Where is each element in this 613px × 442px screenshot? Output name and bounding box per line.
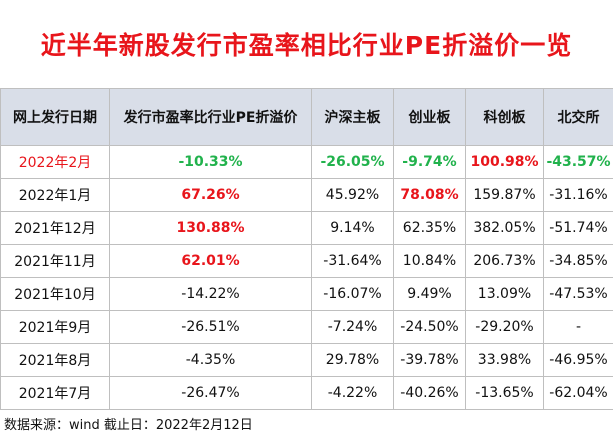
cell-main-board: -26.05%: [311, 145, 394, 179]
cell-date: 2021年12月: [0, 211, 110, 245]
header-bse: 北交所: [543, 88, 613, 146]
cell-chinext: -9.74%: [393, 145, 466, 179]
cell-date: 2021年10月: [0, 277, 110, 311]
cell-main-board: -7.24%: [311, 310, 394, 344]
cell-main-board: -4.22%: [311, 376, 394, 410]
cell-pe-premium: 67.26%: [109, 178, 312, 212]
cell-bse: -31.16%: [543, 178, 613, 212]
cell-date: 2022年1月: [0, 178, 110, 212]
cell-main-board: -31.64%: [311, 244, 394, 278]
header-date: 网上发行日期: [0, 88, 110, 146]
cell-pe-premium: -26.51%: [109, 310, 312, 344]
cell-main-board: 29.78%: [311, 343, 394, 377]
cell-chinext: 78.08%: [393, 178, 466, 212]
cell-chinext: -24.50%: [393, 310, 466, 344]
cell-bse: -43.57%: [543, 145, 613, 179]
cell-pe-premium: 130.88%: [109, 211, 312, 245]
table-title: 近半年新股发行市盈率相比行业PE折溢价一览: [0, 0, 613, 88]
cell-chinext: 9.49%: [393, 277, 466, 311]
table-row: 2021年12月 130.88% 9.14% 62.35% 382.05% -51.74%: [0, 211, 613, 245]
cell-chinext: 62.35%: [393, 211, 466, 245]
cell-pe-premium: -10.33%: [109, 145, 312, 179]
cell-star-market: -13.65%: [465, 376, 544, 410]
header-star-market: 科创板: [465, 88, 544, 146]
pe-premium-table: 网上发行日期 发行市盈率比行业PE折溢价 沪深主板 创业板 科创板 北交所 20…: [0, 88, 613, 410]
cell-star-market: 100.98%: [465, 145, 544, 179]
header-main-board: 沪深主板: [311, 88, 394, 146]
cell-chinext: 10.84%: [393, 244, 466, 278]
cell-pe-premium: 62.01%: [109, 244, 312, 278]
cell-star-market: -29.20%: [465, 310, 544, 344]
cell-star-market: 206.73%: [465, 244, 544, 278]
header-row: 网上发行日期 发行市盈率比行业PE折溢价 沪深主板 创业板 科创板 北交所: [0, 88, 613, 146]
cell-chinext: -40.26%: [393, 376, 466, 410]
table-row: 2021年10月 -14.22% -16.07% 9.49% 13.09% -47.53%: [0, 277, 613, 311]
cell-date: 2021年8月: [0, 343, 110, 377]
table-row: 2022年1月 67.26% 45.92% 78.08% 159.87% -31.16%: [0, 178, 613, 212]
cell-date: 2021年11月: [0, 244, 110, 278]
cell-bse: -34.85%: [543, 244, 613, 278]
table-row: 2021年9月 -26.51% -7.24% -24.50% -29.20% -: [0, 310, 613, 344]
cell-chinext: -39.78%: [393, 343, 466, 377]
table-row: 2021年7月 -26.47% -4.22% -40.26% -13.65% -62.04…: [0, 376, 613, 410]
cell-star-market: 159.87%: [465, 178, 544, 212]
data-source-note: 数据来源：wind 截止日：2022年2月12日: [4, 418, 253, 433]
cell-bse: -: [543, 310, 613, 344]
cell-star-market: 13.09%: [465, 277, 544, 311]
cell-bse: -62.04%: [543, 376, 613, 410]
cell-date: 2022年2月: [0, 145, 110, 179]
cell-star-market: 33.98%: [465, 343, 544, 377]
cell-pe-premium: -14.22%: [109, 277, 312, 311]
cell-date: 2021年9月: [0, 310, 110, 344]
header-chinext: 创业板: [393, 88, 466, 146]
cell-pe-premium: -26.47%: [109, 376, 312, 410]
cell-bse: -46.95%: [543, 343, 613, 377]
table-row: 2022年2月 -10.33% -26.05% -9.74% 100.98% -43.57…: [0, 145, 613, 179]
cell-bse: -51.74%: [543, 211, 613, 245]
header-pe-premium: 发行市盈率比行业PE折溢价: [109, 88, 312, 146]
cell-bse: -47.53%: [543, 277, 613, 311]
cell-main-board: 9.14%: [311, 211, 394, 245]
cell-main-board: -16.07%: [311, 277, 394, 311]
cell-pe-premium: -4.35%: [109, 343, 312, 377]
table-row: 2021年8月 -4.35% 29.78% -39.78% 33.98% -46.95%: [0, 343, 613, 377]
cell-star-market: 382.05%: [465, 211, 544, 245]
cell-date: 2021年7月: [0, 376, 110, 410]
cell-main-board: 45.92%: [311, 178, 394, 212]
table-row: 2021年11月 62.01% -31.64% 10.84% 206.73% -34.85…: [0, 244, 613, 278]
